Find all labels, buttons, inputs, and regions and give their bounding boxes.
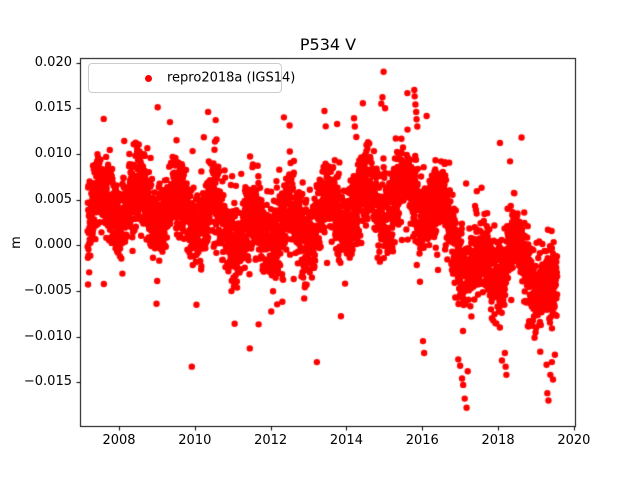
legend: repro2018a (IGS14) <box>88 63 295 93</box>
x-tick-label: 2014 <box>329 433 363 448</box>
legend-marker-dot <box>145 75 152 82</box>
y-tick-label: 0.010 <box>34 145 72 161</box>
y-tick-label: −0.005 <box>23 282 72 298</box>
y-tick-label: 0.015 <box>34 100 72 116</box>
x-tick-label: 2016 <box>405 433 439 448</box>
x-tick-label: 2012 <box>254 433 288 448</box>
y-tick-label: −0.015 <box>23 374 72 390</box>
y-tick-label: 0.020 <box>34 54 72 70</box>
x-tick-label: 2010 <box>178 433 212 448</box>
y-tick-label: −0.010 <box>23 328 72 344</box>
x-tick-label: 2008 <box>102 433 136 448</box>
y-tick-label: 0.005 <box>34 191 72 207</box>
x-tick-label: 2020 <box>557 433 591 448</box>
x-tick-label: 2018 <box>481 433 515 448</box>
y-tick-label: 0.000 <box>34 237 72 253</box>
chart-title: P534 V <box>299 35 357 54</box>
legend-label: repro2018a (IGS14) <box>167 70 296 86</box>
